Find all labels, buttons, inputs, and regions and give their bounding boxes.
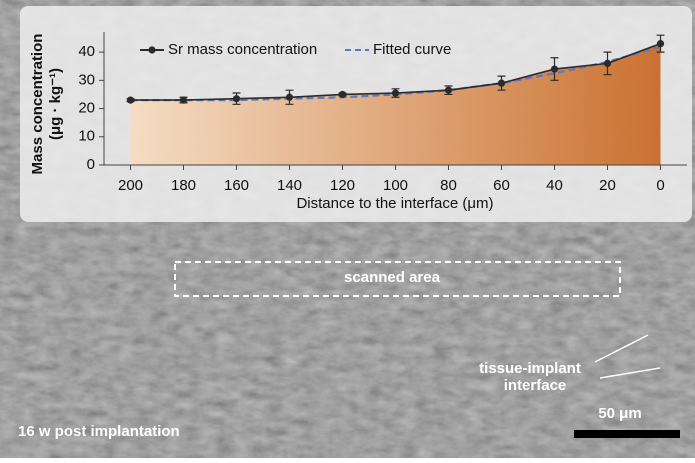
y-axis-label: (μg · kg⁻¹) [47, 68, 64, 140]
x-axis-label: Distance to the interface (μm) [296, 195, 493, 212]
data-point [392, 89, 399, 96]
x-tick-label: 140 [277, 177, 302, 194]
data-point [127, 96, 134, 103]
y-axis-label: Mass concentration [29, 34, 46, 175]
x-tick-label: 160 [224, 177, 249, 194]
data-point [445, 87, 452, 94]
data-point [657, 40, 664, 47]
data-point [233, 95, 240, 102]
y-tick-label: 40 [78, 43, 95, 60]
figure: Mass concentration (μg · kg⁻¹) Distance … [0, 0, 695, 458]
y-tick-label: 20 [78, 100, 95, 117]
data-point [286, 94, 293, 101]
caption: 16 w post implantation [18, 423, 180, 440]
x-tick-label: 20 [599, 177, 616, 194]
interface-label: tissue-implant [479, 360, 581, 377]
scale-bar [574, 430, 680, 438]
y-tick-label: 30 [78, 71, 95, 88]
y-tick-label: 10 [78, 128, 95, 145]
y-tick-label: 0 [87, 156, 95, 173]
x-tick-label: 40 [546, 177, 563, 194]
data-point [604, 60, 611, 67]
x-tick-label: 120 [330, 177, 355, 194]
x-tick-label: 100 [383, 177, 408, 194]
data-point [498, 80, 505, 87]
data-point [339, 91, 346, 98]
data-point [180, 96, 187, 103]
x-tick-label: 80 [440, 177, 457, 194]
data-point [551, 65, 558, 72]
x-tick-label: 180 [171, 177, 196, 194]
x-tick-label: 60 [493, 177, 510, 194]
x-tick-label: 0 [656, 177, 664, 194]
interface-label: interface [504, 377, 567, 394]
legend-marker [148, 46, 155, 53]
legend-label: Sr mass concentration [168, 41, 317, 58]
region-label: scanned area [344, 269, 441, 286]
legend-label: Fitted curve [373, 41, 451, 58]
x-tick-label: 200 [118, 177, 143, 194]
scale-label: 50 μm [598, 405, 641, 422]
